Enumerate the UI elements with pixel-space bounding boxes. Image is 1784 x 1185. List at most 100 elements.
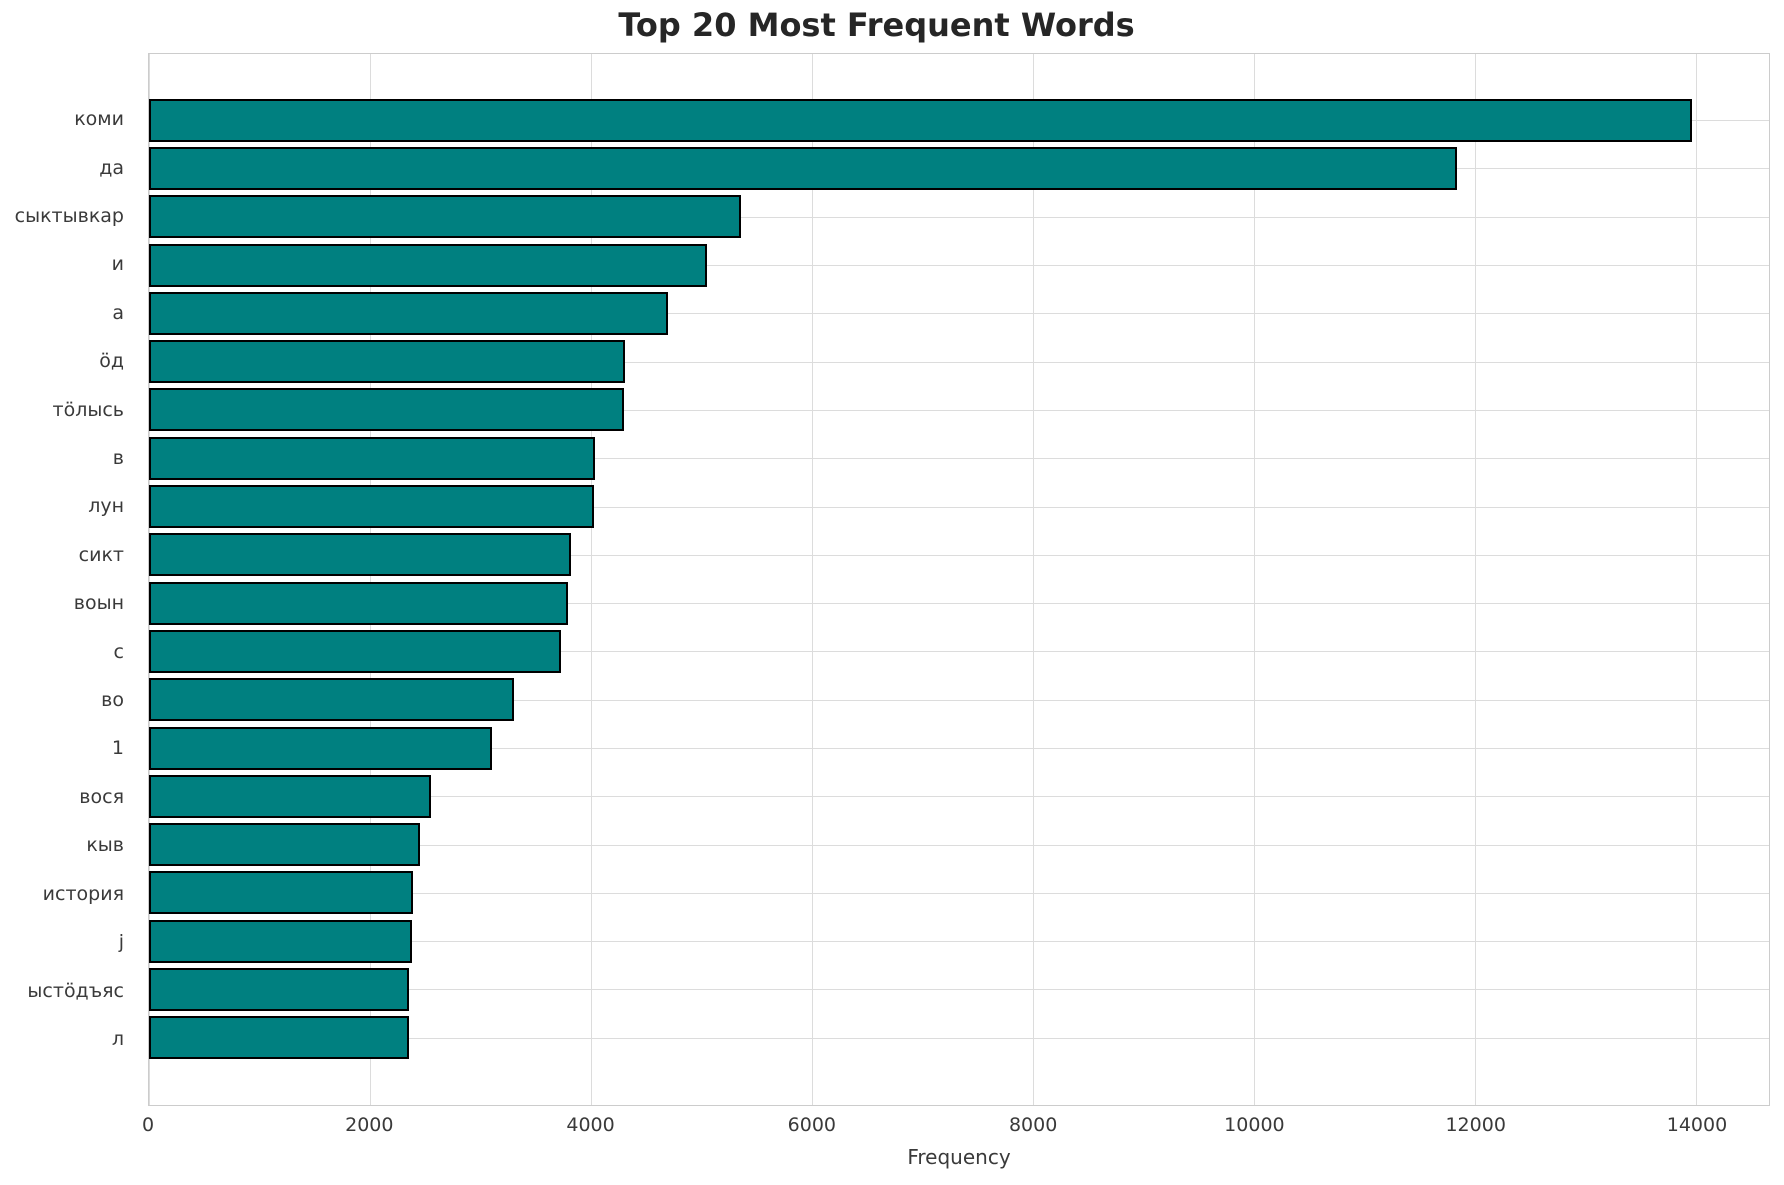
bar-row bbox=[149, 531, 1769, 579]
bar-сикт bbox=[149, 533, 572, 577]
bar-а bbox=[149, 291, 669, 335]
chart-title: Top 20 Most Frequent Words bbox=[618, 6, 1135, 44]
bar-row bbox=[149, 482, 1769, 530]
y-tick-label: тӧлысь bbox=[52, 398, 124, 421]
y-tick-label: да bbox=[99, 156, 124, 179]
y-tick-label: вося bbox=[79, 785, 124, 808]
h-gridline bbox=[149, 603, 1769, 605]
bar-л bbox=[149, 1016, 409, 1060]
bar-с bbox=[149, 629, 562, 673]
v-gridline bbox=[591, 54, 593, 1105]
y-tick-label: сыктывкар bbox=[14, 205, 124, 228]
bar-row bbox=[149, 627, 1769, 675]
x-tick-label: 14000 bbox=[1666, 1114, 1728, 1136]
bar-row bbox=[149, 1014, 1769, 1062]
y-tick-label: сикт bbox=[78, 543, 124, 566]
bar-row bbox=[149, 579, 1769, 627]
h-gridline bbox=[149, 844, 1769, 846]
h-gridline bbox=[149, 265, 1769, 267]
y-tick-label: 1 bbox=[111, 737, 124, 760]
bar-история bbox=[149, 871, 414, 915]
bar-тӧлысь bbox=[149, 388, 625, 432]
bar-row bbox=[149, 193, 1769, 241]
bar-row bbox=[149, 965, 1769, 1013]
bar-row bbox=[149, 917, 1769, 965]
bar-ыстӧдъяс bbox=[149, 967, 410, 1011]
x-tick-label: 0 bbox=[141, 1114, 155, 1136]
h-gridline bbox=[149, 554, 1769, 556]
y-tick-label: и bbox=[111, 253, 124, 276]
x-tick-label: 12000 bbox=[1445, 1114, 1506, 1136]
bar-и bbox=[149, 243, 708, 287]
bar-row bbox=[149, 144, 1769, 192]
v-gridline bbox=[1033, 54, 1035, 1105]
h-gridline bbox=[149, 409, 1769, 411]
y-tick-label: история bbox=[42, 882, 124, 905]
x-tick-label: 2000 bbox=[345, 1114, 394, 1136]
bar-во bbox=[149, 678, 514, 722]
bar-row bbox=[149, 96, 1769, 144]
x-tick-label: 8000 bbox=[1008, 1114, 1058, 1136]
y-tick-label: в bbox=[112, 447, 124, 470]
x-tick-label: 10000 bbox=[1224, 1114, 1285, 1136]
bar-ӧд bbox=[149, 340, 626, 384]
x-tick-label: 6000 bbox=[787, 1114, 837, 1136]
bar-коми bbox=[149, 98, 1692, 142]
bar-вося bbox=[149, 774, 431, 818]
bar-воын bbox=[149, 581, 568, 625]
h-gridline bbox=[149, 892, 1769, 894]
y-tick-label: кыв bbox=[86, 834, 124, 857]
h-gridline bbox=[149, 699, 1769, 701]
bar-j bbox=[149, 919, 412, 963]
y-tick-label: ыстӧдъяс bbox=[27, 979, 124, 1002]
h-gridline bbox=[149, 506, 1769, 508]
h-gridline bbox=[149, 989, 1769, 991]
bar-row bbox=[149, 386, 1769, 434]
bar-row bbox=[149, 289, 1769, 337]
h-gridline bbox=[149, 458, 1769, 460]
h-gridline bbox=[149, 651, 1769, 653]
bars bbox=[149, 54, 1769, 1105]
h-gridline bbox=[149, 1037, 1769, 1039]
bar-row bbox=[149, 869, 1769, 917]
y-axis-labels: коми да сыктывкар и а ӧд тӧлысь в лун сикт воын с во… bbox=[0, 53, 136, 1106]
bar-в bbox=[149, 436, 596, 480]
bar-кыв bbox=[149, 823, 420, 867]
h-gridline bbox=[149, 361, 1769, 363]
h-gridline bbox=[149, 216, 1769, 218]
h-gridline bbox=[149, 313, 1769, 315]
bar-row bbox=[149, 241, 1769, 289]
bar-лун bbox=[149, 485, 595, 529]
v-gridline bbox=[1254, 54, 1256, 1105]
y-tick-label: л bbox=[111, 1027, 124, 1050]
y-tick-label: воын bbox=[73, 592, 124, 615]
bar-row bbox=[149, 434, 1769, 482]
bar-1 bbox=[149, 726, 492, 770]
plot-area bbox=[148, 53, 1770, 1106]
y-tick-label: j bbox=[118, 931, 124, 954]
v-gridline bbox=[812, 54, 814, 1105]
h-gridline bbox=[149, 941, 1769, 943]
bar-сыктывкар bbox=[149, 195, 742, 239]
bar-row bbox=[149, 724, 1769, 772]
x-tick-label: 4000 bbox=[566, 1114, 615, 1136]
bar-да bbox=[149, 146, 1458, 190]
y-tick-label: во bbox=[101, 689, 124, 712]
v-gridline bbox=[149, 54, 150, 1105]
h-gridline bbox=[149, 748, 1769, 749]
y-tick-label: а bbox=[112, 301, 124, 324]
x-axis-title: Frequency bbox=[907, 1145, 1011, 1169]
v-gridline bbox=[1696, 54, 1698, 1105]
bar-row bbox=[149, 820, 1769, 868]
y-tick-label: с bbox=[113, 640, 124, 663]
v-gridline bbox=[370, 54, 371, 1105]
y-tick-label: лун bbox=[88, 495, 124, 518]
bar-row bbox=[149, 676, 1769, 724]
bar-row bbox=[149, 772, 1769, 820]
v-gridline bbox=[1475, 54, 1477, 1105]
y-tick-label: коми bbox=[74, 108, 124, 131]
x-axis-ticks: 0 2000 4000 6000 8000 10000 12000 14000 bbox=[142, 1114, 1770, 1140]
y-tick-label: ӧд bbox=[99, 350, 124, 373]
h-gridline bbox=[149, 796, 1769, 798]
